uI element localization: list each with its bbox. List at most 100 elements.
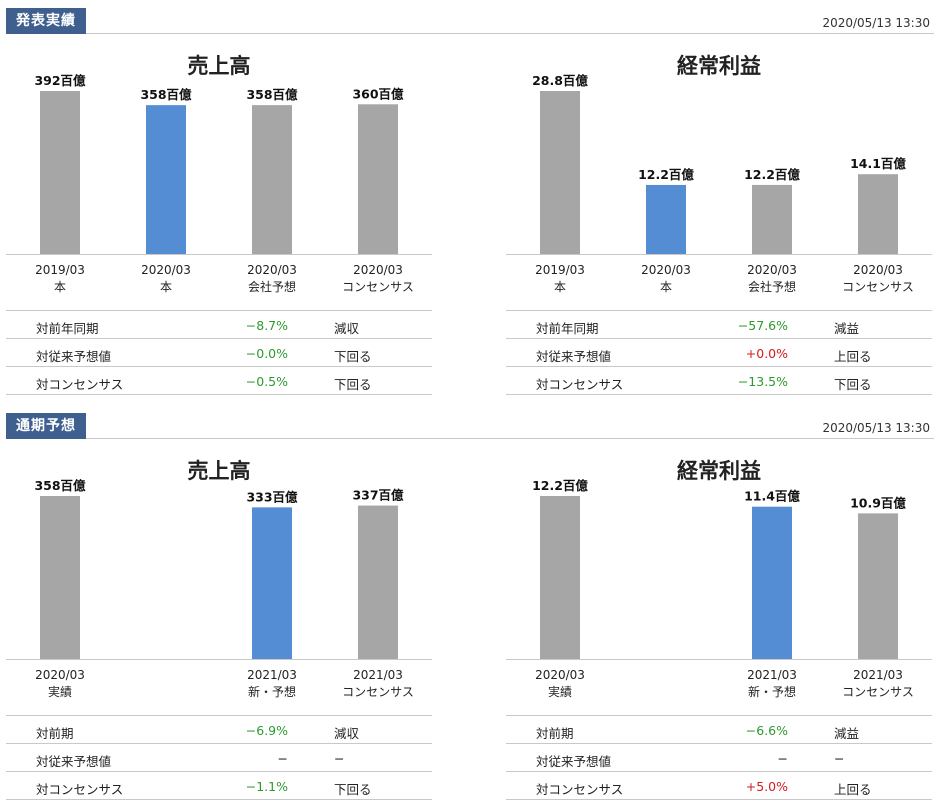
metric-value: −13.5%	[737, 374, 788, 389]
metric-value: −	[277, 751, 288, 766]
section-tag: 発表実績	[6, 8, 86, 34]
metric-row: 対従来予想値 +0.0% 上回る	[506, 339, 932, 367]
section-header-results: 発表実績 2020/05/13 13:30	[6, 6, 934, 34]
metric-value: −6.6%	[745, 723, 788, 738]
metric-label: 対コンセンサス	[536, 377, 624, 392]
metric-note: 上回る	[834, 349, 872, 364]
bar	[40, 496, 80, 659]
category-label: 2020/03	[535, 668, 585, 682]
category-label: 新・予想	[248, 684, 296, 699]
bar-value-label: 358百億	[246, 87, 298, 102]
panel-title: 売上高	[187, 459, 251, 483]
bar	[646, 184, 686, 254]
bar	[40, 91, 80, 254]
bar-chart: 28.8百億 2019/03 本 12.2百億 2020/03 本 12.2百億 2020/0…	[506, 73, 932, 294]
metric-row: 対コンセンサス −1.1% 下回る	[6, 772, 432, 800]
bar-chart: 392百億 2019/03 本 358百億 2020/03 本 358百億 2020/03 会社…	[6, 73, 432, 294]
metric-row: 対コンセンサス −13.5% 下回る	[506, 367, 932, 395]
metric-row: 対従来予想値 − −	[506, 744, 932, 772]
category-label: コンセンサス	[342, 685, 414, 699]
metric-note: 減収	[334, 726, 360, 741]
metric-value: −6.9%	[245, 723, 288, 738]
category-label: 新・予想	[748, 684, 796, 699]
category-label: コンセンサス	[342, 280, 414, 294]
category-label: 会社予想	[748, 279, 796, 294]
metric-value: −1.1%	[245, 779, 288, 794]
bar	[358, 104, 398, 254]
bar	[858, 174, 898, 254]
category-label: コンセンサス	[842, 280, 914, 294]
category-label: 2021/03	[747, 668, 797, 682]
metric-value: +0.0%	[745, 346, 788, 361]
category-label: 2021/03	[353, 668, 403, 682]
category-label: 2020/03	[35, 668, 85, 682]
bar	[146, 105, 186, 254]
category-label: 2020/03	[247, 263, 297, 277]
metrics-table: 対前期 −6.6% 減益 対従来予想値 − − 対コンセンサス +5.0% 上回…	[506, 715, 932, 800]
bar	[858, 513, 898, 659]
metric-note: −	[334, 751, 345, 766]
metric-row: 対前年同期 −8.7% 減収	[6, 311, 432, 339]
bar-value-label: 12.2百億	[638, 167, 694, 182]
bar-value-label: 12.2百億	[532, 478, 588, 493]
category-label: 2020/03	[853, 263, 903, 277]
metrics-table: 対前年同期 −57.6% 減益 対従来予想値 +0.0% 上回る 対コンセンサス…	[506, 310, 932, 395]
metrics-table: 対前期 −6.9% 減収 対従来予想値 − − 対コンセンサス −1.1% 下回…	[6, 715, 432, 800]
bar-value-label: 10.9百億	[850, 495, 906, 510]
bar-value-label: 392百億	[34, 73, 86, 88]
bar-value-label: 358百億	[140, 87, 192, 102]
bar-value-label: 333百億	[246, 489, 298, 504]
category-label: 2021/03	[853, 668, 903, 682]
bar	[752, 184, 792, 254]
category-label: 2021/03	[247, 668, 297, 682]
metric-row: 対従来予想値 − −	[6, 744, 432, 772]
bar	[358, 505, 398, 659]
metric-value: −0.0%	[245, 346, 288, 361]
metric-label: 対コンセンサス	[536, 782, 624, 797]
metric-note: 下回る	[834, 377, 872, 392]
panel-title: 経常利益	[677, 459, 761, 483]
category-label: 会社予想	[248, 279, 296, 294]
bar-value-label: 337百億	[352, 488, 404, 503]
category-label: 2020/03	[141, 263, 191, 277]
metric-label: 対コンセンサス	[36, 782, 124, 797]
bar-value-label: 358百億	[34, 478, 86, 493]
metric-label: 対従来予想値	[536, 349, 612, 364]
metric-row: 対コンセンサス +5.0% 上回る	[506, 772, 932, 800]
metric-label: 対前年同期	[536, 321, 599, 336]
metric-value: −0.5%	[245, 374, 288, 389]
category-label: 2019/03	[35, 263, 85, 277]
metric-value: −57.6%	[737, 318, 788, 333]
metric-label: 対前期	[536, 726, 574, 741]
metric-label: 対従来予想値	[36, 349, 112, 364]
metric-row: 対前年同期 −57.6% 減益	[506, 311, 932, 339]
category-label: 2020/03	[641, 263, 691, 277]
panel-title: 経常利益	[677, 54, 761, 78]
bar	[540, 91, 580, 254]
bar	[752, 506, 792, 659]
metric-label: 対前期	[36, 726, 74, 741]
category-label: 本	[54, 280, 66, 294]
bar-chart: 358百億 2020/03 実績 333百億 2021/03 新・予想 337百億 2021/…	[6, 478, 432, 699]
metric-value: −8.7%	[245, 318, 288, 333]
metric-label: 対従来予想値	[536, 754, 612, 769]
bar-value-label: 14.1百億	[850, 156, 906, 171]
metric-row: 対前期 −6.6% 減益	[506, 716, 932, 744]
metrics-table: 対前年同期 −8.7% 減収 対従来予想値 −0.0% 下回る 対コンセンサス …	[6, 310, 432, 395]
metric-note: −	[834, 751, 845, 766]
category-label: 本	[554, 280, 566, 294]
panel-title: 売上高	[187, 54, 251, 78]
metric-note: 減収	[334, 321, 360, 336]
metric-note: 上回る	[834, 782, 872, 797]
metric-label: 対従来予想値	[36, 754, 112, 769]
bar	[252, 507, 292, 659]
metric-row: 対前期 −6.9% 減収	[6, 716, 432, 744]
metric-note: 減益	[834, 726, 860, 741]
metric-row: 対従来予想値 −0.0% 下回る	[6, 339, 432, 367]
category-label: 実績	[548, 684, 572, 699]
metric-row: 対コンセンサス −0.5% 下回る	[6, 367, 432, 395]
bar-value-label: 12.2百億	[744, 167, 800, 182]
metric-label: 対コンセンサス	[36, 377, 124, 392]
metric-note: 下回る	[334, 782, 372, 797]
bar-value-label: 360百億	[352, 86, 404, 101]
